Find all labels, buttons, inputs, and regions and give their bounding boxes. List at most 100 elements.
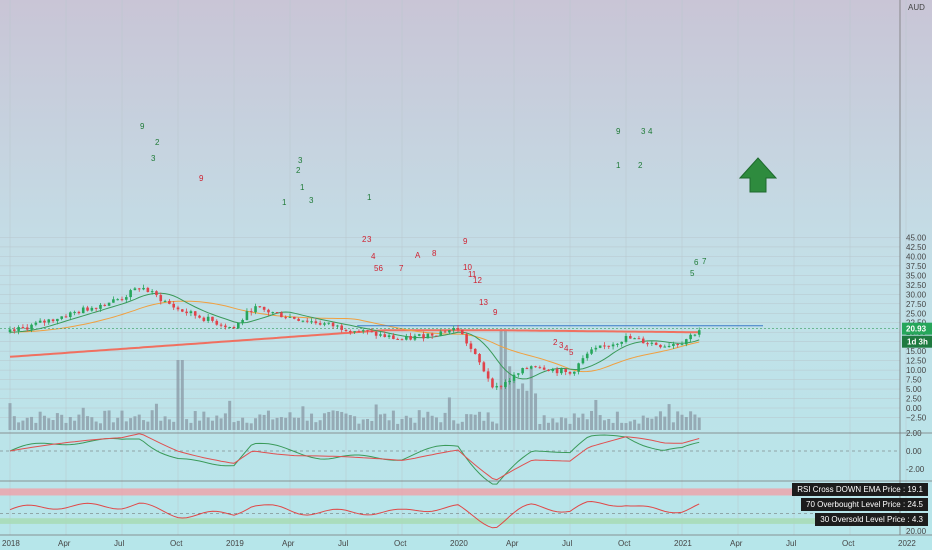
volume-bar <box>262 414 266 430</box>
volume-bar <box>241 417 245 430</box>
time-tick-label: Jul <box>114 539 124 548</box>
volume-bar <box>305 420 309 430</box>
time-tick-label: Oct <box>170 539 183 548</box>
volume-bar <box>206 417 210 430</box>
candle-body <box>267 309 270 313</box>
candle-body <box>25 327 29 330</box>
volume-bar <box>327 411 331 430</box>
candle-body <box>219 324 223 326</box>
candle-body <box>344 329 348 332</box>
volume-bar <box>378 414 382 430</box>
count-label-green: 1 <box>367 193 372 202</box>
volume-bar <box>159 420 163 430</box>
candle-body <box>611 344 615 347</box>
volume-bar <box>624 423 628 430</box>
volume-bar <box>590 410 594 430</box>
up-arrow-shape <box>738 157 778 193</box>
time-tick-label: Oct <box>842 539 855 548</box>
candle-body <box>685 339 688 345</box>
candle-body <box>366 330 369 332</box>
candle-body <box>499 386 503 388</box>
volume-bar <box>146 421 150 430</box>
volume-bar <box>516 388 520 430</box>
up-arrow-icon <box>738 157 778 193</box>
candle-body <box>637 338 641 340</box>
overbought-band <box>0 488 900 496</box>
candle-body <box>254 306 257 313</box>
candle-body <box>228 327 231 329</box>
candle-body <box>560 368 563 374</box>
time-tick-label: 2021 <box>674 539 692 548</box>
candle-body <box>659 344 662 348</box>
candle-body <box>486 371 490 379</box>
candle-body <box>99 304 102 309</box>
candle-body <box>568 371 572 374</box>
count-label-green: 1 <box>616 161 621 170</box>
volume-bar <box>198 420 202 430</box>
candle-body <box>697 330 701 335</box>
price-tick-label: 40.00 <box>906 252 927 261</box>
candle-body <box>146 287 150 292</box>
volume-bar <box>310 413 314 430</box>
volume-bar <box>422 417 426 430</box>
volume-bar <box>598 415 602 430</box>
volume-bar <box>288 412 292 430</box>
volume-bar <box>279 417 283 430</box>
candle-body <box>529 366 533 369</box>
candle-body <box>590 349 593 354</box>
price-tick-label: 15.00 <box>906 347 927 356</box>
volume-bar <box>60 414 64 430</box>
candle-body <box>47 319 51 323</box>
volume-bar <box>559 417 563 430</box>
candle-body <box>142 287 145 290</box>
time-tick-label: 2018 <box>2 539 20 548</box>
candle-body <box>262 306 266 310</box>
volume-bar <box>585 419 589 430</box>
volume-bar <box>572 413 576 430</box>
volume-bar <box>538 423 542 430</box>
volume-bars <box>8 330 701 430</box>
candle-body <box>680 344 684 346</box>
volume-bar <box>607 418 611 430</box>
candle-body <box>280 312 283 318</box>
time-tick-label: Oct <box>394 539 407 548</box>
rsi-tick-label: 20.00 <box>906 527 927 536</box>
volume-bar <box>404 415 408 430</box>
volume-bar <box>615 411 619 430</box>
volume-bar <box>473 414 477 430</box>
candle-body <box>624 336 628 342</box>
candle-body <box>103 304 107 306</box>
volume-bar <box>637 423 641 430</box>
volume-bar <box>68 417 72 430</box>
candle-body <box>534 366 537 368</box>
volume-bar <box>335 411 339 430</box>
volume-bar <box>469 414 473 430</box>
volume-bar <box>189 422 193 430</box>
volume-bar <box>258 414 262 430</box>
price-tick-label: 30.00 <box>906 290 927 299</box>
candle-body <box>129 290 132 298</box>
candle-body <box>405 336 408 340</box>
volume-bar <box>353 416 357 430</box>
candle-body <box>555 368 559 374</box>
volume-bar <box>30 416 34 430</box>
volume-bar <box>292 417 296 430</box>
candle-body <box>387 335 391 337</box>
candle-body <box>176 307 180 310</box>
count-label-green: 2 <box>638 161 643 170</box>
volume-bar <box>680 414 684 430</box>
price-tick-label: 37.50 <box>906 262 927 271</box>
candle-body <box>336 325 339 327</box>
candle-body <box>331 322 335 327</box>
volume-bar <box>236 420 240 430</box>
volume-bar <box>654 416 658 430</box>
price-tick-label: 45.00 <box>906 233 927 242</box>
time-tick-label: 2022 <box>898 539 916 548</box>
last-price-text: 20.93 <box>906 325 927 334</box>
candle-body <box>8 329 12 333</box>
candle-body <box>603 345 606 347</box>
volume-bar <box>25 417 29 430</box>
